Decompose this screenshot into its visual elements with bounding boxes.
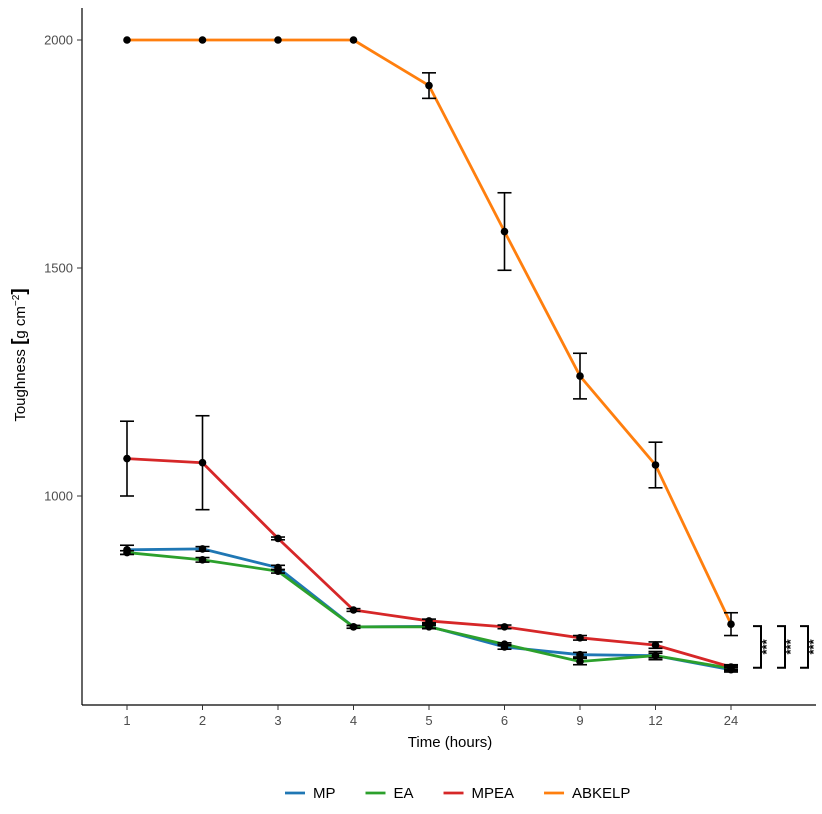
y-axis-title-bracket-open: [ (9, 338, 30, 345)
data-point-ea (349, 623, 358, 631)
x-tick-label: 3 (274, 713, 281, 728)
data-point-abkelp (123, 36, 131, 44)
data-point-mpea (727, 663, 735, 671)
significance-bracket: *** (777, 625, 798, 669)
data-point-mpea (500, 623, 509, 631)
data-point-abkelp (576, 372, 584, 380)
y-tick-label: 1500 (44, 261, 73, 276)
y-tick-label: 2000 (44, 33, 73, 48)
data-point-abkelp (500, 227, 509, 236)
legend-item-abkelp: ABKELP (544, 785, 630, 802)
x-ticks: 1 2 3 4 5 6 9 12 24 (123, 705, 738, 728)
x-tick-label: 1 (123, 713, 130, 728)
legend-item-mp: MP (285, 785, 336, 802)
data-point-mp (198, 545, 207, 553)
data-point-abkelp (274, 36, 282, 44)
data-point-ea (123, 548, 131, 557)
x-tick-label: 4 (350, 713, 357, 728)
y-ticks: 1000 1500 2000 (44, 33, 82, 504)
data-point-ea (198, 556, 207, 564)
data-point-mp (576, 650, 584, 659)
legend-item-mpea: MPEA (443, 785, 515, 802)
data-points (123, 36, 735, 674)
legend-label: MP (313, 785, 336, 802)
data-point-abkelp (651, 461, 660, 469)
data-point-abkelp (349, 36, 358, 44)
legend-label: EA (394, 785, 414, 802)
data-point-ea (274, 567, 282, 576)
x-tick-label: 9 (576, 713, 583, 728)
legend-item-ea: EA (365, 785, 414, 802)
x-tick-label: 6 (501, 713, 508, 728)
x-axis-title: Time (hours) (408, 734, 492, 751)
axes (81, 8, 816, 706)
x-tick-label: 5 (425, 713, 432, 728)
x-tick-label: 12 (648, 713, 662, 728)
y-axis-title-bracket-close: ] (9, 288, 30, 294)
x-tick-label: 24 (724, 713, 738, 728)
data-point-ea (651, 651, 660, 660)
data-point-mpea (651, 641, 660, 649)
data-point-mpea (274, 534, 282, 543)
significance-bracket: *** (753, 625, 774, 669)
data-point-mpea (198, 458, 207, 467)
x-tick-label: 2 (199, 713, 206, 728)
legend-label: MPEA (472, 785, 515, 802)
data-point-ea (576, 657, 584, 666)
significance-label: *** (806, 638, 821, 654)
significance-label: *** (783, 638, 798, 654)
data-point-abkelp (727, 620, 735, 628)
legend-label: ABKELP (572, 785, 630, 802)
data-point-mpea (425, 617, 433, 625)
data-point-mpea (123, 454, 131, 463)
significance-bracket-line (753, 625, 762, 669)
y-axis-title-exponent: −2 (11, 294, 22, 306)
y-tick-label: 1000 (44, 489, 73, 504)
y-axis-title: Toughness [g cm−2] (9, 288, 30, 421)
data-point-mpea (576, 634, 584, 642)
legend: MP EA MPEA ABKELP (285, 785, 630, 802)
significance-brackets: *** *** *** (753, 625, 821, 669)
data-point-mpea (349, 606, 358, 614)
data-point-ea (500, 640, 509, 648)
data-point-ea (425, 623, 433, 631)
y-axis-title-unit: g cm (12, 306, 29, 339)
data-point-abkelp (198, 36, 207, 44)
significance-bracket-line (777, 625, 786, 669)
significance-bracket-line (800, 625, 809, 669)
significance-bracket: *** (800, 625, 821, 669)
significance-label: *** (759, 638, 774, 654)
data-point-abkelp (425, 81, 433, 90)
y-axis-title-main: Toughness (12, 345, 29, 422)
